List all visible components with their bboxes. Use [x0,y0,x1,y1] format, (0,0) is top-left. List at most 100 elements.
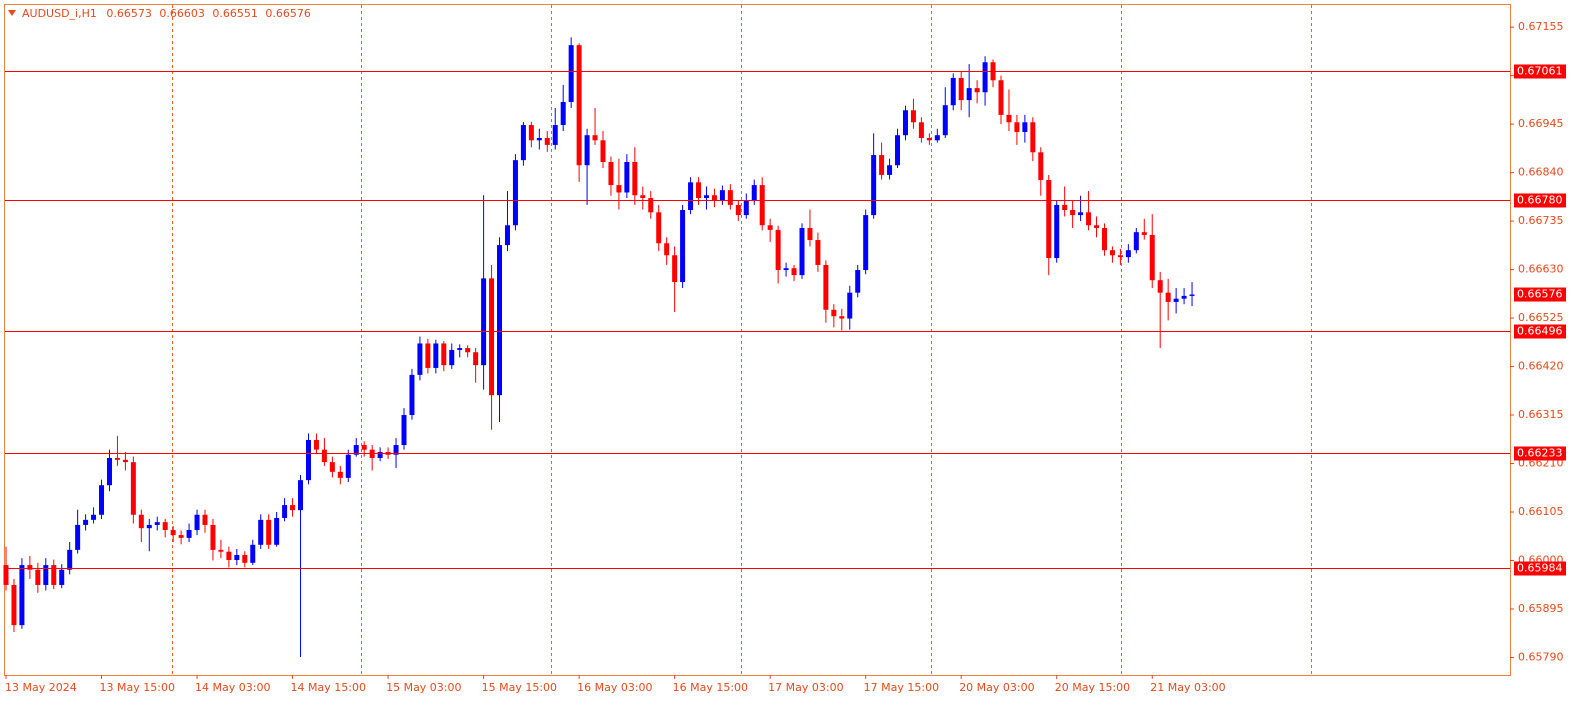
candle-body [504,225,510,246]
y-tick-label: 0.67155 [1518,20,1564,33]
candle-body [35,569,41,585]
menu-arrow[interactable] [8,10,16,16]
header-high: 0.66603 [159,7,205,20]
plot [3,37,1510,657]
candle-body [1038,152,1044,181]
y-tick-label: 0.66420 [1518,360,1564,373]
candle-body [544,137,550,145]
candle-body [345,454,351,478]
candle-body [895,135,901,166]
y-tick-label: 0.66945 [1518,117,1564,130]
candle-body [481,278,487,366]
candle-body [489,278,495,396]
candle-body [59,569,65,585]
candle-body [1006,114,1012,123]
x-tick-label: 13 May 2024 [5,681,77,694]
candle-body [1062,204,1068,211]
candle-body [791,268,797,276]
candle-body [982,62,988,93]
candle-body [887,165,893,175]
candle-body [1109,250,1115,256]
level-label: 0.66233 [1517,447,1563,460]
candle-body [902,110,908,136]
candle-body [1157,280,1163,293]
candle-body [934,135,940,141]
candle-body [83,519,89,525]
candle-body [1149,234,1155,281]
candle-body [688,182,694,211]
candle-body [823,264,829,310]
x-tick-label: 14 May 15:00 [291,681,366,694]
candle-body [847,292,853,319]
candle-body [218,549,224,552]
x-tick-label: 15 May 03:00 [386,681,461,694]
candle-body [680,210,686,283]
candle-body [1125,250,1131,258]
candle-body [958,77,964,101]
candle-body [942,105,948,136]
symbol: AUDUSD_i,H1 [22,7,97,20]
x-tick-label: 17 May 15:00 [864,681,939,694]
candle-body [67,549,73,570]
candle-body [210,524,216,550]
candle-body [624,161,630,193]
candle-body [305,439,311,481]
candle-body [839,316,845,319]
candle-body [1173,298,1179,302]
candle-body [441,343,447,366]
candle-body [552,125,558,145]
candle-body [767,225,773,230]
candle-body [1133,232,1139,251]
level-label: 0.66496 [1517,325,1563,338]
candle-body [274,518,280,545]
candle-body [1014,122,1020,132]
candle-body [313,439,319,450]
candle-body [27,565,33,570]
candle-body [727,190,733,205]
candle-body [19,565,25,626]
candle-body [1030,122,1036,153]
header-open: 0.66573 [106,7,152,20]
candle-body [266,519,272,545]
candle-body [1141,232,1147,235]
candle-body [584,135,590,166]
candle-body [321,449,327,463]
candle-body [648,198,654,213]
candle-body [122,459,128,463]
candle-body [743,200,749,216]
candle-body [592,135,598,141]
candle-body [807,228,813,241]
candle-body [855,270,861,293]
candle-body [146,524,152,529]
x-tick-label: 13 May 15:00 [100,681,175,694]
candle-body [1189,294,1195,296]
candle-body [998,80,1004,115]
x-tick-label: 20 May 03:00 [959,681,1034,694]
candle-body [1094,225,1100,229]
candle-body [258,519,264,545]
candle-body [831,309,837,317]
price-label: 0.66576 [1517,288,1563,301]
candle-body [1078,212,1084,216]
candle-body [528,125,534,141]
candle-body [170,530,176,536]
candle-body [600,140,606,162]
candle-body [377,451,383,458]
x-tick-label: 17 May 03:00 [768,681,843,694]
candle-body [974,88,980,93]
candle-body [735,204,741,216]
candle-body [1101,228,1107,251]
candle-body [536,137,542,141]
candle-body [632,161,638,196]
candle-body [457,348,463,350]
candle-body [417,343,423,375]
candle-body [11,584,17,626]
candle-body [616,185,622,193]
candle-body [106,457,112,486]
candle-body [560,101,566,126]
candle-body [863,215,869,271]
candle-body [393,445,399,455]
x-tick-label: 14 May 03:00 [195,681,270,694]
candle-body [194,514,200,531]
